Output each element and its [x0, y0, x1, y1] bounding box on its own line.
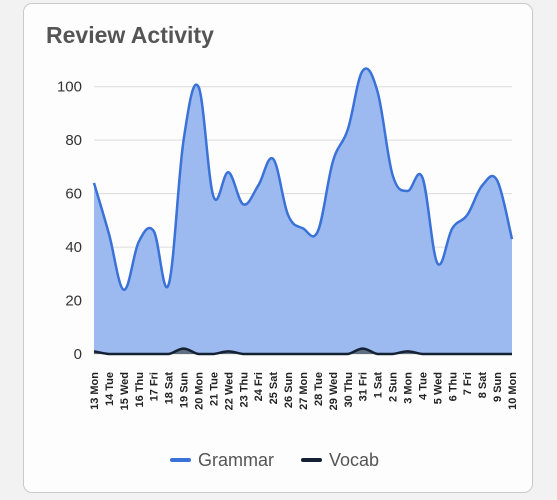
x-tick-label: 7 Fri — [462, 372, 474, 395]
x-tick-label: 16 Thu — [134, 372, 146, 407]
x-tick-label: 27 Mon — [298, 372, 310, 410]
x-tick-label: 9 Sun — [492, 372, 504, 402]
x-tick-label: 2 Sun — [388, 372, 400, 402]
x-tick-label: 4 Tue — [417, 372, 429, 400]
y-tick-label: 60 — [65, 186, 82, 203]
grammar-line — [92, 67, 514, 292]
series-layer — [92, 67, 514, 356]
x-tick-label: 3 Mon — [403, 372, 415, 404]
y-tick-label: 40 — [65, 239, 82, 256]
y-axis-ticks: 0 20 40 60 80 100 — [57, 79, 82, 363]
x-tick-label: 31 Fri — [358, 372, 370, 401]
y-tick-label: 100 — [57, 79, 82, 96]
x-tick-label: 24 Fri — [253, 372, 265, 401]
x-tick-label: 15 Wed — [119, 372, 131, 410]
x-tick-label: 10 Mon — [507, 372, 519, 410]
x-tick-label: 29 Wed — [328, 372, 340, 410]
x-tick-label: 26 Sun — [283, 372, 295, 408]
x-tick-label: 8 Sat — [477, 372, 489, 399]
x-tick-label: 22 Wed — [223, 372, 235, 410]
x-tick-label: 13 Mon — [89, 372, 101, 410]
x-tick-label: 18 Sat — [164, 372, 176, 405]
x-tick-label: 6 Thu — [447, 372, 459, 401]
y-tick-label: 20 — [65, 293, 82, 310]
vocab-area — [94, 348, 512, 354]
x-tick-label: 19 Sun — [179, 372, 191, 408]
y-tick-label: 0 — [74, 346, 82, 363]
card-title: Review Activity — [46, 22, 214, 48]
grammar-area — [94, 68, 512, 354]
x-tick-label: 30 Thu — [343, 372, 355, 407]
x-axis-ticks: 13 Mon 14 Tue 15 Wed 16 Thu 17 Fri 18 Sat 19 S… — [89, 372, 519, 411]
x-tick-label: 14 Tue — [104, 372, 116, 406]
x-tick-label: 1 Sat — [373, 372, 385, 399]
x-tick-label: 25 Sat — [268, 372, 280, 405]
x-tick-label: 17 Fri — [149, 372, 161, 401]
legend-label: Grammar — [198, 450, 274, 470]
legend-item-grammar[interactable]: Grammar — [170, 450, 274, 470]
x-tick-label: 21 Tue — [208, 372, 220, 406]
x-tick-label: 23 Thu — [238, 372, 250, 407]
legend-item-vocab[interactable]: Vocab — [301, 450, 379, 470]
y-tick-label: 80 — [65, 132, 82, 149]
x-tick-label: 20 Mon — [194, 372, 206, 410]
legend-label: Vocab — [329, 450, 379, 470]
x-tick-label: 5 Wed — [432, 372, 444, 404]
x-tick-label: 28 Tue — [313, 372, 325, 406]
legend: Grammar Vocab — [170, 450, 379, 470]
